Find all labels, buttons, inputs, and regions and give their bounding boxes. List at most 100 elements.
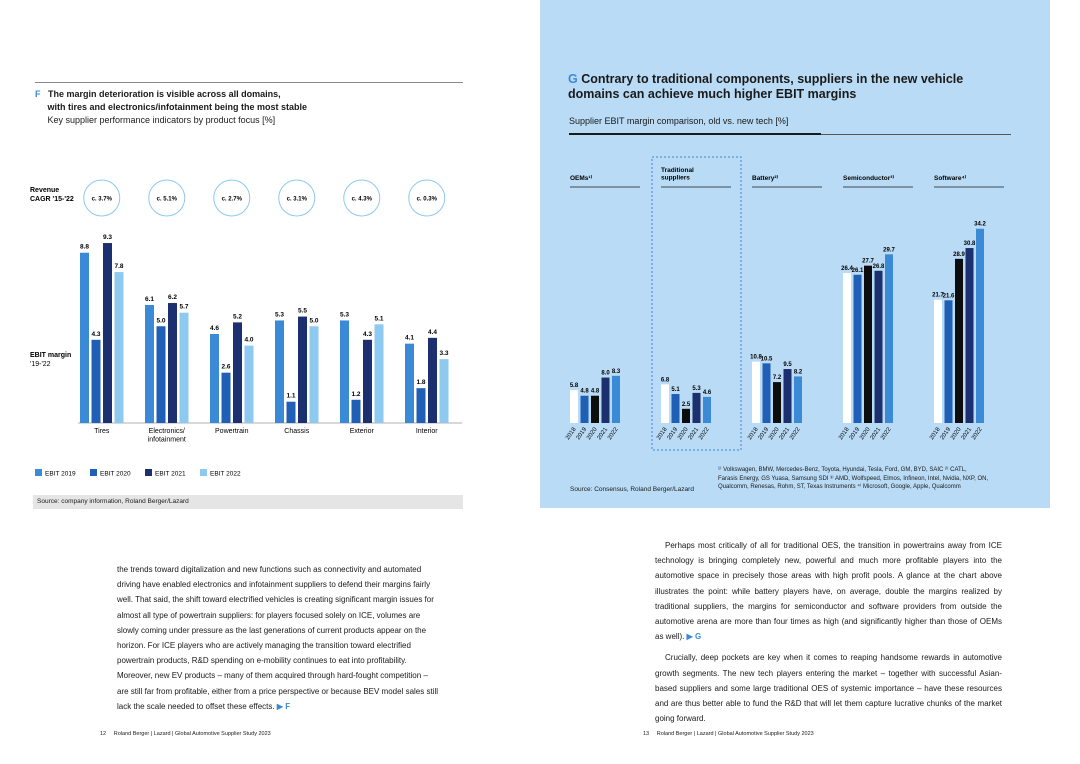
ebit-bar-value-label: 5.0 [156,317,165,324]
ebit-bar-value-label: 4.0 [244,337,253,344]
chart-f: Revenue CAGR '15-'22 EBIT margin '19-'22… [30,179,462,478]
ebit-bar [439,359,449,423]
ebit-margin-value-label: 10.8 [750,355,762,361]
ebit-margin-value-label: 21.6 [943,293,955,299]
ebit-bar-value-label: 1.2 [351,391,360,398]
chart-g: OEMs¹⁾5.820184.820194.820208.020218.3202… [565,156,1004,451]
ebit-margin-value-label: 4.8 [591,389,600,395]
ebit-bar-value-label: 9.3 [103,234,112,241]
figure-g-source: Source: Consensus, Roland Berger/Lazard [570,486,694,493]
figure-f-reference-link[interactable]: ▶ F [276,701,291,711]
ebit-margin-bar [773,382,781,423]
figure-g-panel [540,0,1050,508]
revenue-cagr-circle [278,179,316,217]
ebit-bar-value-label: 5.2 [233,313,242,320]
category-label: Electronics/ [149,428,185,435]
left-body-text: the trends toward digitalization and new… [117,562,462,714]
left-text-line: lack the scale needed to offset these ef… [117,701,275,711]
ebit-bar [179,312,189,423]
ebit-margin-value-label: 8.0 [601,371,610,377]
ebit-margin-value-label: 34.2 [974,222,986,228]
category-label: Powertrain [215,428,249,435]
ebit-bar [103,243,112,423]
category-label: infotainment [148,437,186,444]
year-tick-label: 2022 [789,426,802,441]
revenue-cagr-circle [343,179,381,217]
legend-swatch [90,469,97,476]
ebit-margin-bar [580,395,589,423]
footer-right: 13 Roland Berger | Lazard | Global Autom… [643,731,814,737]
ebit-margin-value-label: 26.1 [852,268,864,274]
footnote-line-2: Farasis Energy, GS Yuasa, Samsung SDI ³⁾… [718,475,989,482]
ebit-bar [340,320,349,423]
ebit-margin-value-label: 26.4 [841,266,853,272]
page-number-right: 13 [643,731,650,737]
right-paragraph-1: Perhaps most critically of all for tradi… [655,541,1002,642]
year-tick-label: 2022 [880,426,893,441]
ebit-margin-bar [783,369,792,423]
ebit-margin-value-label: 7.2 [773,375,782,381]
ebit-bar [286,401,296,423]
ebit-margin-value-label: 8.2 [794,369,803,375]
ebit-margin-bar [864,265,872,423]
legend-label: EBIT 2022 [210,471,241,478]
footer-left-text: Roland Berger | Lazard | Global Automoti… [113,731,271,737]
revenue-cagr-value: c. 3.1% [287,197,308,203]
ebit-margin-value-label: 5.1 [671,387,680,393]
ebit-bar [428,337,437,423]
ebit-bar-value-label: 4.3 [363,331,372,338]
ebit-margin-label-line2: '19-'22 [30,361,51,368]
figure-g-reference-link[interactable]: ▶ G [686,632,702,642]
ebit-bar [244,345,254,423]
ebit-margin-bar [682,408,690,423]
page-number-left: 12 [100,731,107,737]
ebit-bar-value-label: 4.6 [210,325,219,332]
group-header: Software⁴⁾ [934,174,967,182]
group-header: Traditional [661,167,694,174]
ebit-bar [221,372,231,423]
group-header: OEMs¹⁾ [570,174,593,182]
ebit-margin-bar [762,363,771,423]
legend-swatch [35,469,42,476]
ebit-margin-bar [612,375,620,423]
ebit-bar [91,339,101,423]
revenue-cagr-value: c. 5.1% [157,197,178,203]
ebit-bar-value-label: 1.8 [416,379,425,386]
ebit-margin-value-label: 4.8 [580,389,589,395]
ebit-bar [374,324,384,423]
left-text-line: powertrain products, R&D spending on e-m… [117,656,407,666]
footer-left: 12 Roland Berger | Lazard | Global Autom… [100,731,271,737]
revenue-cagr-circle [408,179,446,217]
ebit-bar [145,304,154,423]
ebit-bar [351,399,361,423]
ebit-bar [309,326,319,423]
ebit-margin-bar [794,376,802,423]
ebit-margin-bar [955,258,963,423]
left-text-line: almost all type of powertrain suppliers:… [117,610,421,620]
figure-f-title-line1: The margin deterioration is visible acro… [48,89,281,99]
ebit-margin-value-label: 21.7 [932,293,944,299]
ebit-bar [168,303,177,423]
ebit-margin-value-label: 26.8 [873,264,885,270]
left-text-line: the trends toward digitalization and new… [117,565,422,574]
ebit-bar [114,272,124,423]
ebit-bar-value-label: 4.3 [91,331,100,338]
category-label: Chassis [284,428,309,435]
figure-f-subtitle: Key supplier performance indicators by p… [47,115,276,125]
ebit-bar-value-label: 8.8 [80,244,89,251]
ebit-bar-value-label: 1.1 [286,393,295,400]
ebit-bar [80,252,89,423]
ebit-margin-bar [692,392,701,423]
ebit-margin-bar [591,395,599,423]
figure-g-subtitle: Supplier EBIT margin comparison, old vs.… [569,116,789,126]
revenue-cagr-circle [148,179,186,217]
ebit-bar-value-label: 5.0 [309,317,318,324]
figure-g-heading: G Contrary to traditional components, su… [568,72,1028,102]
legend-label: EBIT 2019 [45,471,76,478]
ebit-bar-value-label: 6.1 [145,296,154,303]
figure-g-title-line1: Contrary to traditional components, supp… [581,72,964,86]
figure-g-title-line2: domains can achieve much higher EBIT mar… [568,87,857,101]
left-text-line: slowly coming under pressure as the last… [117,625,427,635]
ebit-bar [210,333,219,423]
figure-f-title-line2: with tires and electronics/infotainment … [47,102,308,112]
